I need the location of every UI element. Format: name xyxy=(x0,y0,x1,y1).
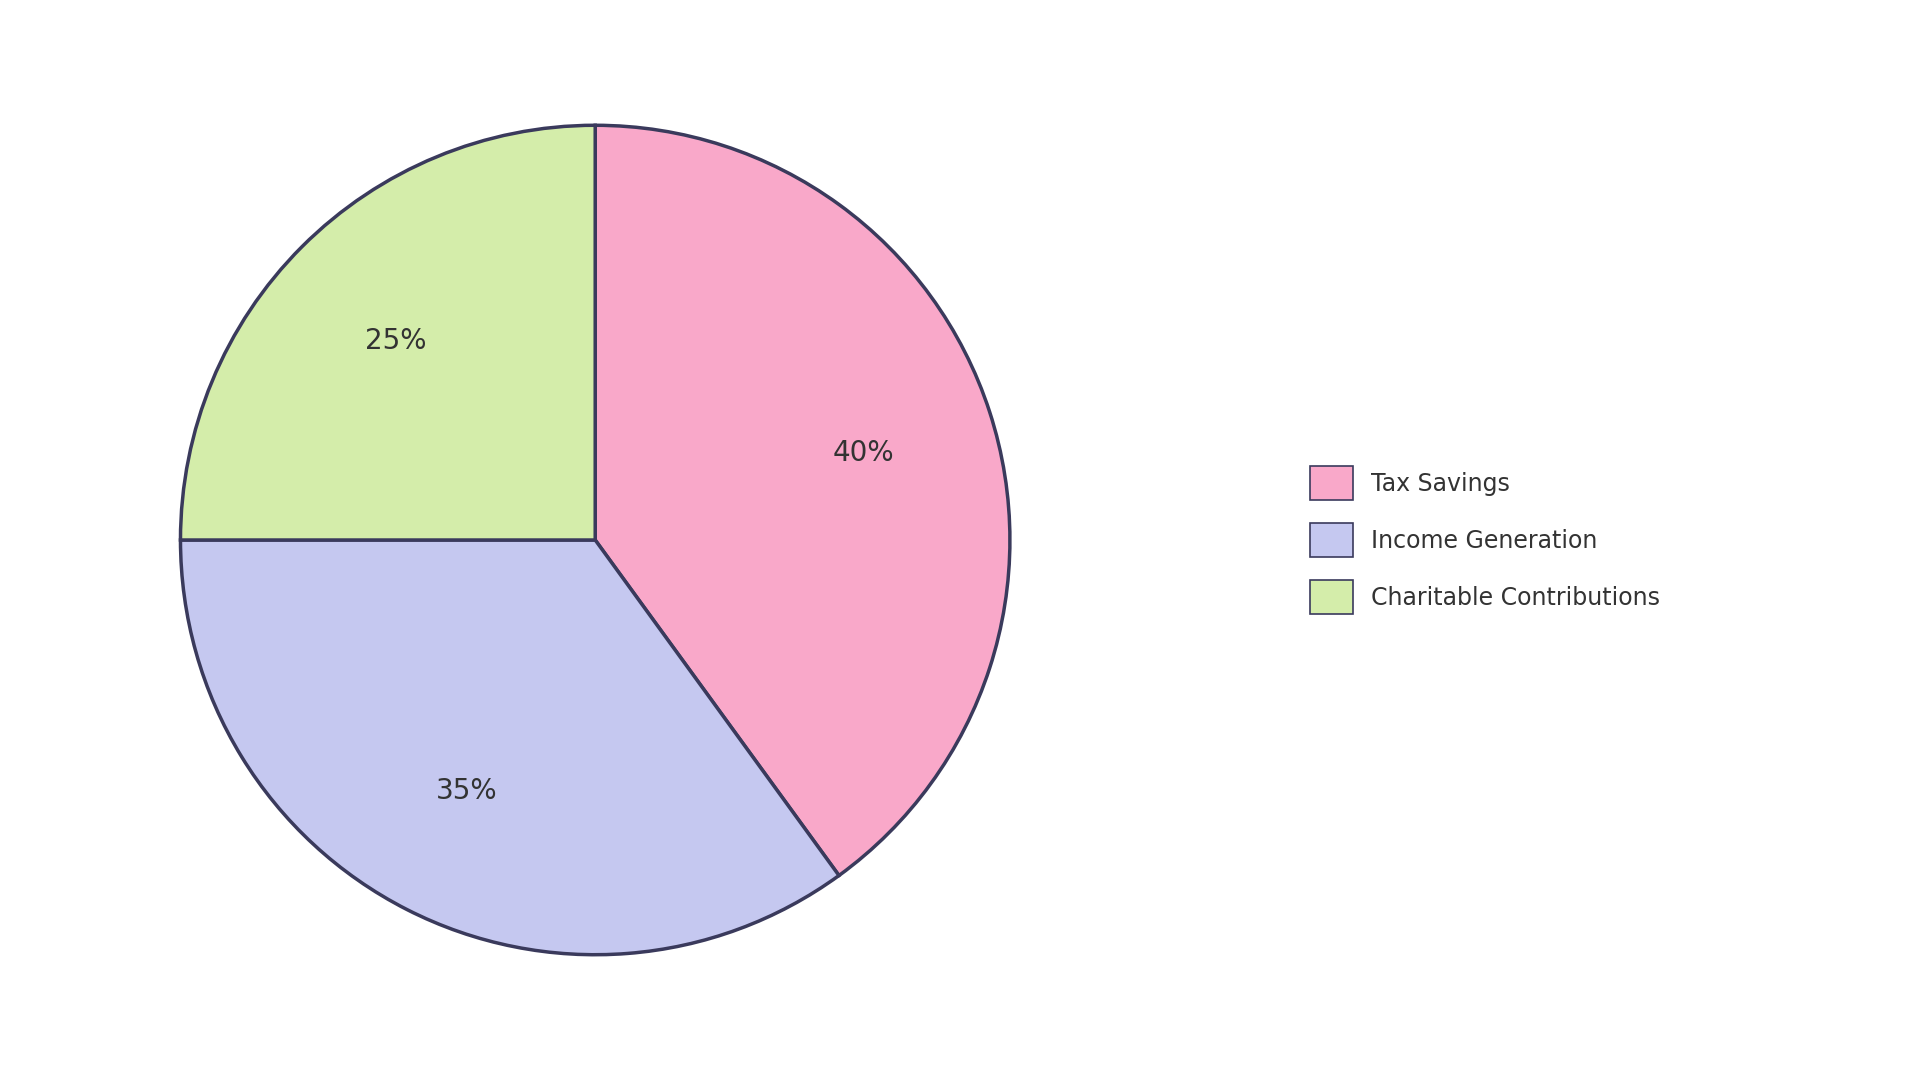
Wedge shape xyxy=(180,540,839,955)
Text: 25%: 25% xyxy=(365,326,426,354)
Text: 35%: 35% xyxy=(436,778,497,806)
Wedge shape xyxy=(595,125,1010,876)
Text: 40%: 40% xyxy=(833,438,895,467)
Wedge shape xyxy=(180,125,595,540)
Legend: Tax Savings, Income Generation, Charitable Contributions: Tax Savings, Income Generation, Charitab… xyxy=(1298,455,1672,625)
